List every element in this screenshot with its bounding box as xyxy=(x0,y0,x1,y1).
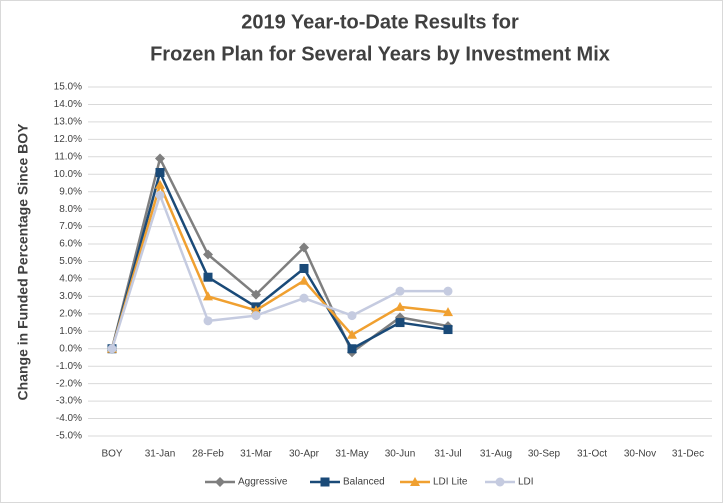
y-tick-label: -1.0% xyxy=(56,361,82,372)
marker xyxy=(443,286,453,296)
series-line xyxy=(110,157,449,354)
y-tick-label: 3.0% xyxy=(59,291,82,302)
y-axis-label: Change in Funded Percentage Since BOY xyxy=(15,123,31,401)
marker xyxy=(203,249,213,260)
y-tick-label: 13.0% xyxy=(54,117,82,128)
x-tick-label: BOY xyxy=(101,449,122,460)
y-tick-label: 7.0% xyxy=(59,221,82,232)
y-tick-label: -5.0% xyxy=(56,431,82,442)
chart-title: Frozen Plan for Several Years by Investm… xyxy=(150,43,610,65)
y-tick-label: 10.0% xyxy=(54,169,82,180)
chart-title: 2019 Year-to-Date Results for xyxy=(241,11,519,33)
x-tick-label: 30-Sep xyxy=(528,449,561,460)
x-tick-label: 31-Dec xyxy=(672,449,704,460)
x-tick-label: 31-Aug xyxy=(480,449,512,460)
marker xyxy=(203,272,213,282)
marker xyxy=(395,301,405,311)
y-tick-label: 15.0% xyxy=(54,82,82,93)
y-tick-label: 8.0% xyxy=(59,204,82,215)
marker xyxy=(155,168,165,178)
marker xyxy=(155,153,165,164)
y-tick-label: 5.0% xyxy=(59,256,82,267)
y-tick-label: 12.0% xyxy=(54,134,82,145)
marker xyxy=(347,344,357,354)
marker xyxy=(320,477,330,487)
marker xyxy=(203,316,213,326)
legend-label: LDI xyxy=(518,477,534,488)
marker xyxy=(107,344,117,354)
marker xyxy=(299,263,309,273)
marker xyxy=(410,477,420,486)
y-tick-label: -2.0% xyxy=(56,378,82,389)
series-line xyxy=(110,171,449,350)
y-tick-label: 2.0% xyxy=(59,308,82,319)
x-tick-label: 31-Jan xyxy=(145,449,176,460)
marker xyxy=(203,291,213,301)
marker xyxy=(443,307,453,317)
marker xyxy=(395,318,405,328)
marker xyxy=(215,477,225,487)
marker xyxy=(251,311,261,321)
marker xyxy=(495,477,505,487)
marker xyxy=(347,311,357,321)
legend-label: Aggressive xyxy=(238,477,288,488)
series-line xyxy=(110,183,449,350)
x-tick-label: 31-Jul xyxy=(434,449,461,460)
x-tick-label: 30-Apr xyxy=(289,449,320,460)
x-tick-label: 31-Oct xyxy=(577,449,607,460)
y-tick-label: 1.0% xyxy=(59,326,82,337)
marker xyxy=(443,325,453,335)
y-tick-label: 6.0% xyxy=(59,239,82,250)
legend-label: LDI Lite xyxy=(433,477,468,488)
marker xyxy=(347,329,357,339)
y-tick-label: 0.0% xyxy=(59,343,82,354)
marker xyxy=(155,179,165,189)
marker xyxy=(299,242,309,253)
legend-label: Balanced xyxy=(343,477,385,488)
marker xyxy=(395,286,405,296)
y-tick-label: -3.0% xyxy=(56,396,82,407)
x-tick-label: 31-Mar xyxy=(240,449,272,460)
y-tick-label: 14.0% xyxy=(54,99,82,110)
x-tick-label: 31-May xyxy=(335,449,368,460)
marker xyxy=(155,190,165,200)
y-tick-label: -4.0% xyxy=(56,413,82,424)
marker xyxy=(299,293,309,303)
y-tick-label: 9.0% xyxy=(59,186,82,197)
x-tick-label: 28-Feb xyxy=(192,449,224,460)
y-tick-label: 4.0% xyxy=(59,274,82,285)
series-line xyxy=(110,193,448,350)
x-tick-label: 30-Jun xyxy=(385,449,416,460)
y-tick-label: 11.0% xyxy=(54,151,82,162)
marker xyxy=(299,275,309,285)
marker xyxy=(251,289,261,300)
x-tick-label: 30-Nov xyxy=(624,449,656,460)
